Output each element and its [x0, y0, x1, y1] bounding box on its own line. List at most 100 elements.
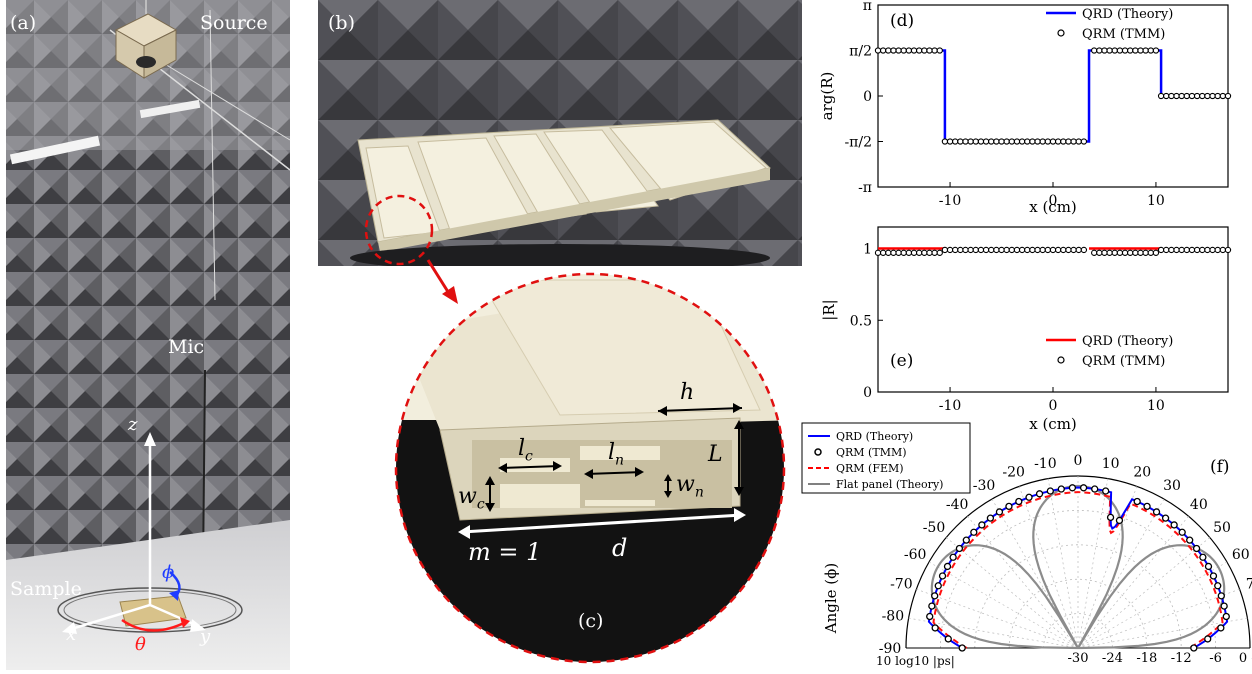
- series-tmm-marker: [1178, 528, 1186, 536]
- series-marker: [946, 246, 954, 254]
- series-marker: [1127, 249, 1134, 256]
- series-marker: [1039, 138, 1046, 145]
- series-marker: [1209, 92, 1216, 100]
- polar-spoke: [1077, 486, 1138, 649]
- series-marker: [982, 138, 990, 145]
- series-tmm-marker: [949, 553, 957, 561]
- series-marker: [1168, 246, 1175, 254]
- chart-e-magnitude: -10 0 10 0 0.5 1 QRD (Theory) QRM (TMM) x (cm)…: [820, 226, 1232, 433]
- mic-label: Mic: [168, 336, 205, 358]
- series-marker: [931, 47, 938, 54]
- series-marker: [1168, 92, 1175, 100]
- legend-swatch: [1057, 29, 1065, 37]
- series-marker: [910, 249, 918, 256]
- series-marker: [1013, 246, 1021, 254]
- y-tick-label: 0: [863, 385, 872, 401]
- series-marker: [921, 249, 928, 256]
- panel-a-label: (a): [10, 12, 37, 34]
- series-tmm-marker: [1005, 502, 1013, 511]
- series-marker: [1049, 138, 1057, 145]
- radial-tick-label: -24: [1102, 651, 1123, 666]
- y-tick-label: -π: [858, 180, 872, 196]
- axis-z-label: z: [128, 414, 138, 435]
- series-tmm-marker: [962, 536, 970, 544]
- series-tmm-marker: [928, 602, 936, 610]
- series-tmm-marker: [1102, 487, 1110, 495]
- x-tick-label: -10: [939, 193, 962, 209]
- polar-spoke: [967, 516, 1079, 649]
- series-marker: [1034, 138, 1041, 145]
- series-marker: [1029, 138, 1036, 145]
- series-marker: [1132, 249, 1139, 256]
- series-marker: [921, 47, 928, 54]
- y-tick-label: 0.5: [850, 313, 872, 329]
- dim-wn-label: wn: [676, 472, 704, 501]
- series-marker: [890, 249, 897, 256]
- series-marker: [1049, 246, 1057, 254]
- series-tmm-marker: [1025, 493, 1033, 501]
- series-tmm-marker: [1192, 544, 1201, 553]
- dim-L-label: L: [708, 442, 723, 467]
- series-marker: [993, 246, 1000, 254]
- series-line: [878, 49, 1228, 143]
- chart-f-polar: -90-80-70-60-50-40-30-20-10 0 102030405060…: [801, 422, 1252, 668]
- angle-tick-label: 40: [1190, 497, 1208, 513]
- series-marker: [900, 249, 907, 256]
- series-marker: [1224, 92, 1232, 100]
- panel-a-photo: (a) Source Mic Sample z x y ϕ θ: [0, 0, 297, 670]
- series-marker: [1163, 246, 1170, 254]
- series-marker: [988, 138, 995, 145]
- axis-x-label: x: [66, 624, 77, 645]
- x-tick-label: 10: [1147, 398, 1165, 414]
- angle-tick-label: -40: [946, 497, 969, 513]
- series-marker: [1054, 138, 1062, 145]
- angle-tick-label: -80: [882, 608, 905, 624]
- legend-label: QRM (TMM): [836, 446, 907, 459]
- series-marker: [1065, 246, 1072, 254]
- series-marker: [998, 138, 1005, 145]
- angle-tick-label: -30: [973, 478, 996, 494]
- series-marker: [1075, 246, 1082, 254]
- radial-tick-label: 0 dB: [1239, 651, 1252, 666]
- radial-tick-label: -12: [1171, 651, 1192, 666]
- series-marker: [1178, 246, 1185, 254]
- axis-arrows: [62, 432, 206, 634]
- series-marker: [1193, 92, 1201, 100]
- series-tmm-marker: [1133, 497, 1141, 506]
- angle-tick-label: 10: [1102, 456, 1120, 472]
- series-marker: [895, 249, 902, 256]
- chart-d-ylabel: arg(R): [818, 72, 836, 121]
- angle-tick-label: 70: [1246, 577, 1252, 593]
- series-marker: [1034, 246, 1041, 254]
- polar-spoke: [1047, 478, 1079, 649]
- series-marker: [874, 249, 882, 256]
- series-tmm-marker: [1143, 502, 1151, 511]
- series-marker: [1106, 47, 1113, 54]
- series-flat-panel-line: [930, 484, 1226, 650]
- series-tmm-marker: [1220, 602, 1228, 610]
- series-tmm-marker: [986, 514, 995, 522]
- polar-ring: [1008, 578, 1148, 649]
- angle-tick-label: 60: [1232, 547, 1250, 563]
- y-tick-label: -π/2: [844, 135, 872, 151]
- angle-tick-label: -50: [923, 520, 946, 536]
- series-marker: [1116, 47, 1124, 54]
- series-marker: [1183, 246, 1190, 254]
- polar-spoke: [1077, 537, 1210, 649]
- series-marker: [1044, 138, 1052, 145]
- series-tmm-marker: [1204, 635, 1212, 643]
- series-marker: [874, 47, 882, 54]
- series-marker: [977, 246, 985, 254]
- y-tick-label: π/2: [849, 44, 872, 60]
- dim-wc-label: wc: [458, 484, 485, 513]
- series-marker: [1024, 138, 1031, 145]
- series-tmm-marker: [931, 624, 939, 632]
- anechoic-chamber-image: [0, 0, 297, 670]
- series-marker: [1147, 47, 1154, 54]
- legend-swatch: [1057, 356, 1065, 364]
- polar-ring: [974, 544, 1182, 649]
- series-marker: [1024, 246, 1031, 254]
- series-marker: [952, 138, 959, 145]
- series-marker: [936, 47, 943, 54]
